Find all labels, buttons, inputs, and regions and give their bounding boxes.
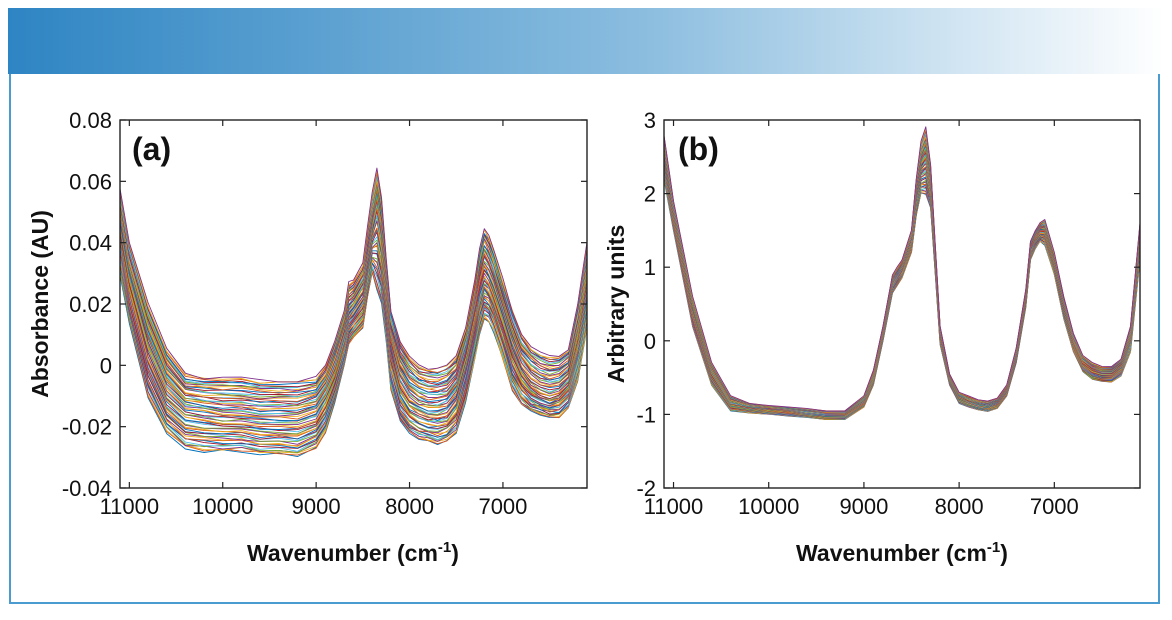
y-tick-label-b-3: 1 [644, 255, 656, 280]
y-tick-label-a-5: 0.06 [69, 169, 112, 194]
series-group-b [663, 126, 1141, 420]
y-tick-label-a-2: 0 [100, 353, 112, 378]
header-banner-gradient [8, 8, 1164, 74]
y-tick-label-b-4: 2 [644, 182, 656, 207]
x-tick-label-b-0: 11000 [644, 494, 704, 519]
x-tick-label-b-3: 8000 [935, 494, 984, 519]
spectrum-line-a-27 [119, 210, 588, 422]
spectrum-line-a-22 [119, 227, 588, 429]
x-tick-label-a-4: 7000 [478, 494, 527, 519]
x-tick-label-a-0: 11000 [100, 494, 160, 519]
x-axis-label-b-text: Wavenumber (cm [796, 540, 987, 566]
y-axis-label-a: Absorbance (AU) [27, 210, 53, 398]
y-tick-label-a-3: 0.02 [69, 292, 112, 317]
spectrum-line-b-59 [663, 126, 1141, 412]
x-tick-label-b-4: 7000 [1030, 494, 1079, 519]
ticks-group-b: 11000 10000 9000 8000 7000 -2 -1 0 1 2 3 [636, 108, 1140, 519]
spectrum-line-a-56 [119, 171, 588, 385]
x-axis-label-b-suffix: ) [1000, 540, 1008, 566]
ticks-group-a: 11000 10000 9000 8000 7000 -0.04 -0.02 0 0.02 0.0… [62, 108, 587, 519]
x-tick-label-b-1: 10000 [738, 494, 799, 519]
y-tick-label-b-0: -2 [636, 476, 656, 501]
figure-frame [9, 74, 1160, 604]
panel-label-a: (a) [132, 131, 171, 167]
x-tick-label-a-3: 8000 [385, 494, 434, 519]
plot-area-b [664, 120, 1140, 488]
spectrum-line-a-7 [119, 262, 588, 449]
x-tick-label-b-2: 9000 [839, 494, 888, 519]
y-tick-label-a-4: 0.04 [69, 231, 112, 256]
x-axis-label-a-suffix: ) [451, 540, 459, 566]
spectrum-line-a-54 [119, 174, 588, 389]
spectrum-line-a-51 [119, 179, 588, 392]
y-tick-label-b-2: 0 [644, 329, 656, 354]
y-tick-label-b-5: 3 [644, 108, 656, 133]
x-axis-label-b: Wavenumber (cm-1) [796, 539, 1008, 566]
spectrum-line-a-45 [119, 186, 588, 400]
y-tick-label-b-1: -1 [636, 402, 656, 427]
panel-label-b: (b) [678, 131, 719, 167]
panel-a-absorbance-chart: 11000 10000 9000 8000 7000 -0.04 -0.02 0 0.02 0.0… [27, 108, 588, 566]
x-tick-label-a-1: 10000 [192, 494, 253, 519]
panel-b-arbitrary-units-chart: 11000 10000 9000 8000 7000 -2 -1 0 1 2 3 (b) Arbit… [603, 108, 1141, 566]
x-tick-label-a-2: 9000 [292, 494, 341, 519]
x-axis-label-a-text: Wavenumber (cm [247, 540, 438, 566]
x-axis-label-a: Wavenumber (cm-1) [247, 539, 459, 566]
x-axis-label-b-superscript: -1 [987, 539, 1000, 556]
x-axis-label-a-superscript: -1 [438, 539, 451, 556]
axes-box-b [663, 119, 1141, 489]
y-tick-label-a-6: 0.08 [69, 108, 112, 133]
y-tick-label-a-1: -0.02 [62, 415, 112, 440]
series-group-a [119, 167, 588, 458]
spectrum-line-a-1 [119, 270, 588, 456]
spectrum-line-a-59 [119, 167, 588, 383]
spectrum-line-a-5 [119, 265, 588, 452]
y-tick-label-a-0: -0.04 [62, 476, 112, 501]
header-banner [8, 8, 1164, 74]
y-axis-label-b: Arbitrary units [603, 225, 629, 383]
